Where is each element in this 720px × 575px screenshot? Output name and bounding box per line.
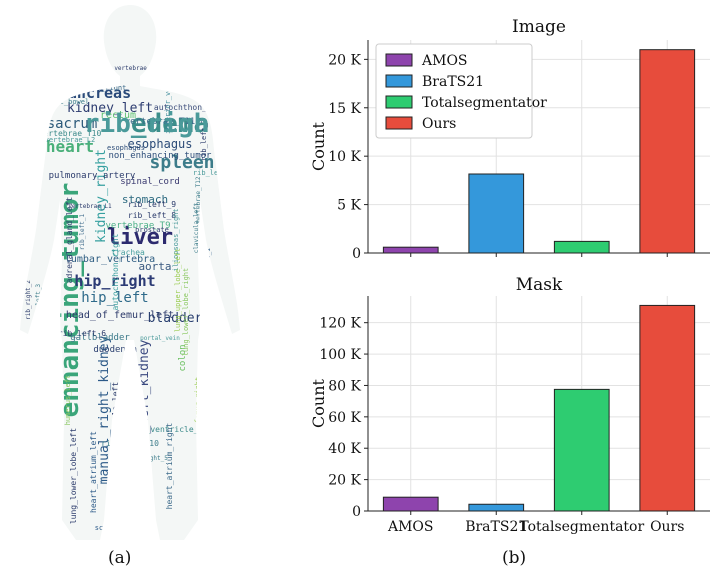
- bar-amos: [382, 496, 439, 512]
- wordcloud-word: manual_right_kidney: [97, 335, 112, 484]
- panel-label-a: (a): [108, 548, 132, 568]
- x-tick-label: AMOS: [387, 519, 434, 535]
- bar-brats21: [468, 173, 525, 254]
- wordcloud-word: small_bowel: [43, 98, 89, 106]
- legend-label: Totalsegmentator: [422, 95, 547, 111]
- legend-swatch: [385, 53, 413, 67]
- wordcloud-word: spleen: [149, 152, 214, 173]
- wordcloud-word: non_enhancing_tumor: [109, 151, 213, 161]
- wordcloud-word: liver: [107, 225, 173, 250]
- chart-title: Mask: [516, 275, 563, 295]
- x-tick-label: BraTS21: [465, 519, 527, 535]
- wordcloud-word: lung_upper_lobe_left: [174, 248, 182, 332]
- wordcloud-word: heart: [46, 137, 94, 156]
- x-tick-label: Ours: [650, 519, 684, 535]
- body-silhouette: [20, 5, 240, 540]
- wordcloud-word: vertebrae_T9: [105, 221, 170, 231]
- wordcloud-word: adrenal_gland_left: [65, 196, 74, 283]
- legend-swatch: [385, 116, 413, 130]
- wordcloud-word: pulmonary_artery: [49, 171, 136, 181]
- wordcloud-word: heart_atrium_right: [165, 422, 174, 509]
- y-tick-label: 100 K: [319, 347, 361, 363]
- bar-totalsegmentator: [553, 240, 610, 254]
- wordcloud-word: rib_left_7: [193, 169, 235, 177]
- wordcloud-word: portal_vein: [140, 335, 180, 342]
- wordcloud-word: kidney_right: [94, 149, 109, 243]
- y-tick-label: 20 K: [328, 52, 361, 68]
- wordcloud-word: humerus_left: [64, 375, 72, 426]
- wordcloud-word: vertebrae_T11: [125, 117, 195, 127]
- wordcloud-word: sacrum: [47, 116, 98, 132]
- wordcloud-word: edema: [131, 109, 209, 139]
- wordcloud-word: duodenum: [93, 345, 136, 355]
- wordcloud-word: iliopsoas_right: [172, 208, 180, 271]
- y-tick-label: 120 K: [319, 316, 361, 332]
- wordcloud-word: rectum: [100, 110, 136, 121]
- wordcloud-word: lumbar_vertebra: [65, 254, 155, 265]
- image-chart: 0 5 K 10 K 15 K 20 K Image Count AMOS BraTS21 Tot…: [309, 17, 710, 262]
- wordcloud-word: heart_atrium_left: [89, 431, 98, 513]
- x-tick-label: Totalsegmentator: [519, 519, 644, 535]
- y-tick-label: 5 K: [337, 198, 361, 214]
- y-axis-label: Count: [309, 378, 328, 427]
- bar-totalsegmentator: [553, 388, 610, 512]
- wordcloud-word: vertebrae_T10: [39, 129, 102, 138]
- legend-label: Ours: [422, 116, 456, 132]
- bar-amos: [382, 246, 439, 254]
- y-tick-label: 80 K: [328, 378, 361, 394]
- wordcloud-word: vertebrae_T12: [195, 176, 202, 223]
- wordcloud-word: rib_right_2: [25, 280, 32, 320]
- wordcloud-word: inferior_vena_cava: [164, 58, 172, 134]
- legend-swatch: [385, 74, 413, 88]
- wordcloud-word: spinal_cord: [120, 177, 180, 187]
- wordcloud-word: stomach: [122, 193, 168, 206]
- panel-label-b: (b): [502, 548, 527, 568]
- wordcloud-word: rib_left_9: [128, 200, 176, 209]
- legend-swatch: [385, 95, 413, 109]
- wordcloud-word: vertebrae_L5: [114, 65, 158, 72]
- wordcloud-word: rib_left_1: [79, 214, 86, 251]
- wordcloud-word: head_of_femur_left: [66, 310, 174, 321]
- bar-ours: [639, 49, 696, 254]
- legend-box: [375, 43, 533, 139]
- wordcloud-word: prostate: [135, 226, 169, 234]
- wordcloud-word: lung_lower_lobe_left: [69, 428, 78, 525]
- wordcloud-word: esophagus: [127, 137, 192, 151]
- y-axis-label: Count: [309, 121, 328, 170]
- y-tick-label: 15 K: [328, 101, 361, 117]
- wordcloud-word: lung_lower_lobe_right: [182, 268, 190, 357]
- wordcloud-word: vertebrae_L1: [68, 203, 112, 210]
- wordcloud-word: bladder: [148, 311, 203, 326]
- y-tick-label: 60 K: [328, 410, 361, 426]
- wordcloud-word: kidney_left: [67, 101, 153, 116]
- wordcloud-word: esophagus: [107, 144, 145, 152]
- wordcloud-word: aorta: [138, 260, 171, 273]
- chart-title: Image: [512, 17, 566, 37]
- wordcloud-word: autochthon_right: [111, 233, 120, 310]
- wordcloud-word: rib_left_8: [128, 211, 176, 220]
- bar-ours: [639, 304, 696, 512]
- wordcloud-word: rib_left_2: [200, 119, 208, 161]
- y-tick-label: 0: [352, 246, 361, 262]
- bar-brats21: [468, 503, 525, 512]
- y-tick-label: 40 K: [328, 441, 361, 457]
- wordcloud-word: gallbladder: [70, 333, 130, 343]
- wordcloud-word: hip_right: [74, 272, 155, 290]
- wordcloud-word: hip_left: [81, 290, 148, 306]
- wordcloud-word: colon: [178, 344, 188, 371]
- wordcloud-word: trachea: [111, 248, 145, 257]
- legend-label: BraTS21: [422, 74, 484, 90]
- mask-chart: 0 20 K 40 K 60 K 80 K 100 K 120 K AMOS BraTS21To…: [309, 275, 710, 535]
- y-tick-label: 0: [352, 504, 361, 520]
- wordcloud-word: clavicula_left: [193, 202, 200, 253]
- wordcloud-word: vertebrae_L2: [45, 136, 96, 144]
- wordcloud-word: rib_left_6: [58, 329, 106, 338]
- legend-label: AMOS: [421, 53, 468, 69]
- wordcloud-word: heart_ventricle_right: [121, 425, 222, 434]
- y-tick-label: 20 K: [328, 473, 361, 489]
- y-tick-label: 10 K: [328, 149, 361, 165]
- wordcloud-word: autochthon_left: [154, 103, 226, 112]
